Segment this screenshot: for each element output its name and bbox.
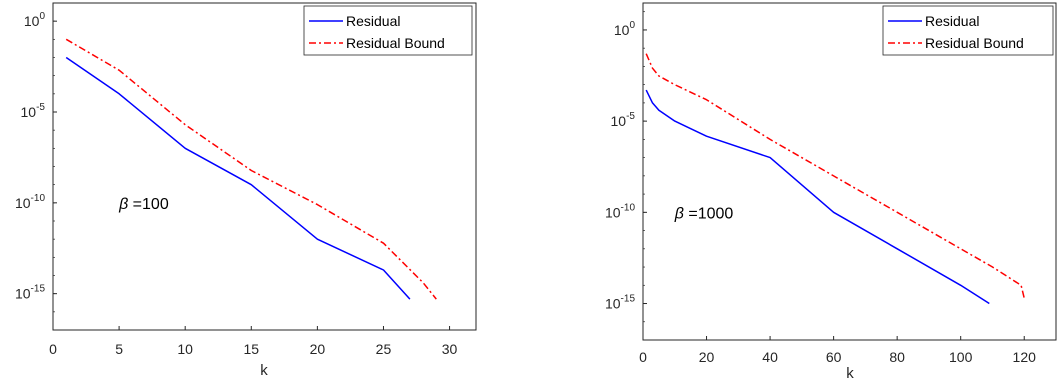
x-axis-label-left: k (260, 362, 268, 379)
beta-symbol: β (674, 205, 684, 222)
y-tick-label: 10-15 (605, 294, 635, 312)
beta-value: =100 (128, 196, 169, 213)
y-tick-exponent: 0 (629, 20, 635, 31)
y-tick-base: 10 (611, 113, 627, 129)
x-tick-label: 100 (949, 349, 973, 365)
x-ticks-left: 0 5 10 15 20 25 30 (49, 326, 458, 357)
x-tick-label: 25 (376, 341, 392, 357)
y-tick-base: 10 (15, 286, 31, 302)
legend-label-residual: Residual (346, 13, 400, 29)
y-tick-exponent: -5 (36, 102, 45, 113)
legend-box (303, 5, 473, 56)
x-tick-label: 20 (310, 341, 326, 357)
y-tick-label: 100 (614, 20, 636, 38)
y-tick-base: 10 (605, 296, 621, 312)
x-tick-label: 10 (177, 341, 193, 357)
x-tick-label: 15 (243, 341, 259, 357)
legend-left: Residual Residual Bound (303, 5, 473, 56)
plot-area-left (52, 2, 477, 331)
y-tick-base: 10 (614, 22, 630, 38)
y-tick-exponent: -10 (621, 202, 636, 213)
x-tick-label: 120 (1013, 349, 1037, 365)
legend-label-residual-bound: Residual Bound (925, 35, 1024, 51)
series-left (65, 38, 437, 300)
y-tick-exponent: -15 (31, 284, 46, 295)
beta-value: =1000 (684, 205, 733, 222)
beta-symbol: β (118, 196, 128, 213)
x-tick-label: 5 (115, 341, 123, 357)
y-tick-label: 10-5 (611, 111, 636, 129)
x-tick-label: 20 (699, 349, 715, 365)
x-tick-label: 30 (442, 341, 458, 357)
y-tick-base: 10 (15, 195, 31, 211)
x-tick-label: 40 (762, 349, 778, 365)
legend-label-residual: Residual (925, 13, 979, 29)
x-axis-label-right: k (846, 365, 854, 381)
x-tick-label: 0 (639, 349, 647, 365)
y-tick-label: 10-10 (605, 202, 635, 220)
x-tick-label: 0 (49, 341, 57, 357)
y-tick-base: 10 (605, 204, 621, 220)
legend-label-residual-bound: Residual Bound (346, 35, 445, 51)
y-tick-label: 100 (24, 11, 46, 29)
series-line-residual-bound (65, 38, 437, 300)
series-right (645, 53, 1025, 305)
y-tick-exponent: 0 (39, 11, 45, 22)
y-tick-label: 10-5 (21, 102, 46, 120)
series-line-residual (65, 56, 411, 300)
series-line-residual-bound (645, 53, 1025, 299)
beta-annotation-right: β =1000 (674, 205, 734, 222)
y-tick-label: 10-10 (15, 193, 45, 211)
beta-annotation-left: β =100 (118, 196, 169, 213)
x-tick-label: 60 (826, 349, 842, 365)
series-line-residual (645, 89, 990, 305)
y-tick-exponent: -15 (621, 294, 636, 305)
x-tick-label: 80 (889, 349, 905, 365)
plot-area-right (642, 2, 1057, 341)
y-tick-exponent: -5 (626, 111, 635, 122)
y-tick-base: 10 (21, 104, 37, 120)
y-tick-label: 10-15 (15, 284, 45, 302)
legend-box (882, 5, 1054, 56)
legend-right: Residual Residual Bound (882, 5, 1054, 56)
x-ticks-right: 0 20 40 60 80 100 120 (639, 336, 1036, 365)
y-tick-exponent: -10 (31, 193, 46, 204)
y-tick-base: 10 (24, 13, 40, 29)
